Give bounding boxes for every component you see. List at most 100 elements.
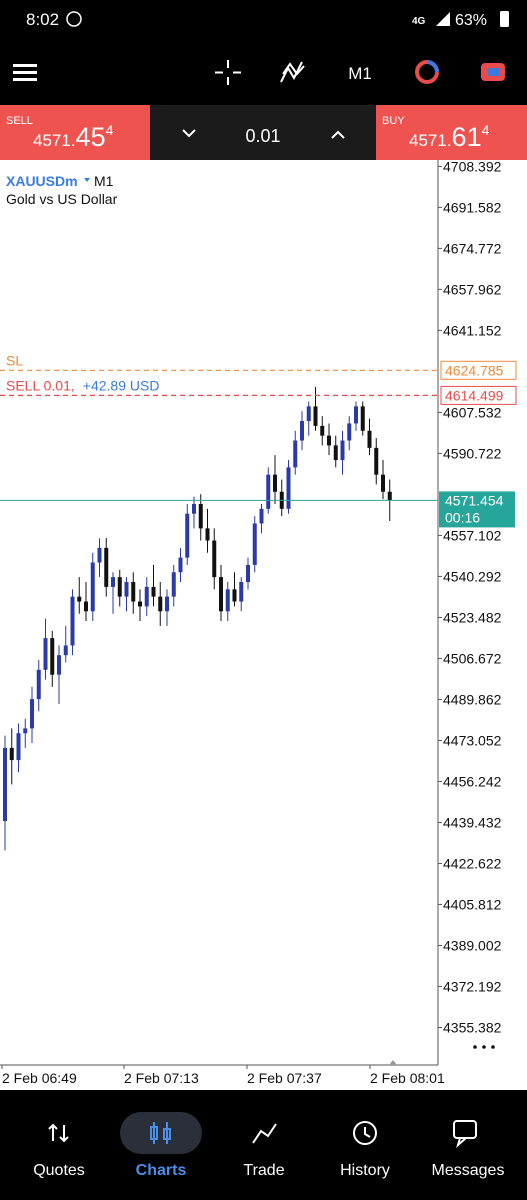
trade-icon [252, 1123, 277, 1144]
candle-body [219, 577, 223, 612]
lot-increase[interactable] [331, 130, 345, 139]
candle-body [192, 503, 196, 514]
active-pill [120, 1112, 202, 1154]
nav-labels: Quotes Charts Trade History Messages [33, 1162, 504, 1179]
candle-body [387, 491, 392, 501]
candle-body [3, 747, 7, 822]
candle-body [232, 589, 237, 602]
y-tick-label: 4691.582 [443, 199, 502, 215]
more-dot[interactable] [482, 1045, 486, 1049]
candle-body [70, 596, 75, 646]
candle-body [306, 406, 311, 422]
nav-label[interactable]: Quotes [33, 1162, 85, 1179]
y-tick-label: 4355.382 [443, 1019, 502, 1035]
plot: 4708.392 4691.582 4674.772 4657.962 4641.152… [0, 158, 517, 1086]
candle-body [84, 601, 88, 612]
status-icon [66, 11, 82, 27]
objects-accent [426, 60, 439, 73]
lot-size[interactable]: 0.01 [245, 126, 280, 146]
candle-body [333, 445, 338, 461]
candle-body [111, 577, 115, 587]
y-tick-label: 4439.432 [443, 814, 502, 830]
candle-body [340, 440, 345, 461]
candle-body [327, 435, 331, 446]
chart-area[interactable] [0, 160, 527, 1090]
candle-body [97, 547, 102, 563]
crosshair-button[interactable] [215, 60, 241, 85]
nav-label[interactable]: Messages [432, 1162, 505, 1179]
candle-body [23, 728, 28, 734]
sell-price: 4571.454 [33, 122, 114, 152]
menu-line [13, 78, 37, 81]
candle-body [374, 447, 379, 475]
buy-price: 4571.614 [409, 122, 490, 152]
candle-body [9, 747, 14, 761]
charts-icon-body [150, 1126, 158, 1140]
trade-accent [488, 68, 500, 76]
messages-tail [456, 1137, 467, 1148]
candle-body [252, 523, 257, 565]
sell-button[interactable] [0, 105, 150, 160]
battery: 63% [455, 12, 487, 29]
current-price-box [439, 491, 515, 528]
candle-body [259, 508, 264, 524]
x-tick-label: 2 Feb 08:01 [370, 1070, 445, 1086]
candle-body [90, 562, 95, 612]
candle-body [212, 540, 217, 578]
symbol: XAUUSDm [6, 173, 78, 189]
x-tick-label: 2 Feb 07:37 [247, 1070, 322, 1086]
candle-body [50, 638, 55, 675]
sl-price-box [440, 360, 517, 380]
candle-body [63, 645, 68, 656]
symbol-description: Gold vs US Dollar [6, 191, 118, 207]
y-tick-label: 4489.862 [443, 691, 502, 707]
candle-body [367, 430, 372, 448]
symbol-dropdown[interactable] [84, 178, 90, 182]
nav-label[interactable]: Charts [136, 1162, 187, 1179]
menu-line [13, 71, 37, 74]
y-tick-label: 4708.392 [443, 158, 502, 174]
y-tick-label: 4389.002 [443, 937, 502, 953]
candle-body [313, 406, 318, 426]
sell-label: SELL [6, 115, 33, 127]
y-tick-label: 4607.532 [443, 404, 502, 420]
candle-body [185, 513, 190, 558]
candle-body [158, 596, 163, 612]
lot-decrease[interactable] [182, 129, 196, 138]
history-icon [353, 1121, 377, 1145]
nav-label[interactable]: Trade [243, 1162, 284, 1179]
menu-button[interactable] [13, 64, 37, 81]
timeframe-button[interactable]: M1 [348, 64, 372, 83]
network-icon: 4G [412, 16, 426, 27]
nav-label[interactable]: History [340, 1162, 390, 1179]
buy-label: BUY [382, 115, 405, 127]
bottom-nav [0, 1090, 527, 1200]
candle-body [178, 557, 183, 573]
y-tick-label: 4372.192 [443, 978, 502, 994]
candle-body [205, 528, 210, 541]
y-tick-label: 4590.722 [443, 445, 502, 461]
x-tick-label: 2 Feb 07:13 [124, 1070, 199, 1086]
candle-body [77, 596, 82, 602]
candle-body [117, 577, 122, 597]
top-bar [0, 0, 527, 105]
more-dot[interactable] [491, 1045, 495, 1049]
candle-body [381, 474, 385, 492]
candle-body [16, 733, 21, 761]
y-tick-label: 4523.482 [443, 609, 502, 625]
buy-button[interactable] [376, 105, 527, 160]
more-dot[interactable] [473, 1045, 477, 1049]
candle-body [124, 582, 129, 597]
candle-body [104, 547, 109, 587]
candle-body [198, 503, 203, 529]
y-tick-label: 4641.152 [443, 322, 502, 338]
candle-body [266, 474, 271, 509]
candle-body [286, 467, 291, 509]
x-tick-label: 2 Feb 06:49 [2, 1070, 77, 1086]
current-price: 4571.454 [445, 492, 504, 508]
charts-icon-body [163, 1128, 171, 1140]
candle-body [225, 589, 230, 612]
candle-body [293, 440, 298, 468]
indicators-button[interactable] [280, 61, 305, 83]
